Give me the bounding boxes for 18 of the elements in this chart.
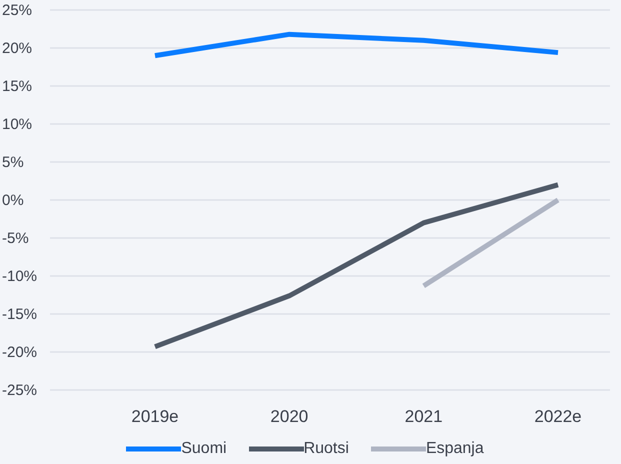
x-tick-label: 2021: [404, 407, 443, 426]
y-tick-label: 25%: [2, 2, 32, 19]
legend-label: Suomi: [181, 440, 227, 458]
y-tick-label: -10%: [2, 268, 38, 285]
y-tick-label: 10%: [2, 116, 32, 133]
y-tick-label: 0%: [2, 192, 24, 209]
y-tick-label: 20%: [2, 40, 32, 57]
y-tick-label: -5%: [2, 230, 29, 247]
legend-label: Ruotsi: [304, 440, 349, 458]
y-tick-label: -25%: [2, 382, 38, 399]
y-tick-label: 15%: [2, 78, 32, 95]
x-tick-label: 2020: [270, 407, 308, 426]
x-tick-label: 2022e: [534, 407, 582, 426]
y-tick-label: 5%: [2, 154, 24, 171]
legend-label: Espanja: [426, 440, 484, 458]
y-tick-label: -20%: [2, 344, 38, 361]
y-tick-label: -15%: [2, 306, 38, 323]
x-tick-label: 2019e: [131, 407, 179, 426]
